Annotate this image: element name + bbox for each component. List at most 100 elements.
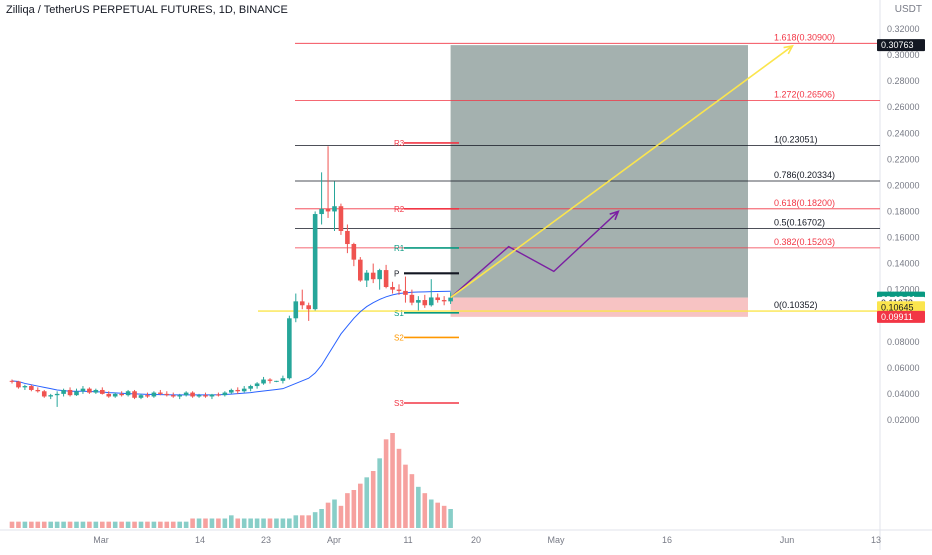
volume-bar xyxy=(16,521,21,528)
candle-body xyxy=(138,395,144,398)
candle xyxy=(345,224,350,254)
candle-body xyxy=(112,393,118,397)
candle xyxy=(248,384,253,392)
candle-body xyxy=(345,230,350,245)
volume-bar xyxy=(74,521,79,528)
volume-bar xyxy=(403,464,408,528)
fib-label: 1.618(0.30900) xyxy=(774,32,835,42)
candle xyxy=(190,391,195,398)
candle xyxy=(216,392,221,397)
volume-bar xyxy=(441,505,447,528)
price-tick-label: 0.24000 xyxy=(887,128,920,138)
candle xyxy=(235,387,241,394)
pivot-label: S2 xyxy=(394,333,404,342)
candle xyxy=(29,384,34,392)
volume-bar xyxy=(280,518,286,528)
time-tick-label: Mar xyxy=(93,535,109,545)
volume-bar xyxy=(435,502,440,528)
candle-body xyxy=(261,379,266,384)
candle xyxy=(261,376,266,385)
candle-body xyxy=(41,391,47,397)
volume-bar xyxy=(241,518,247,528)
volume-bar xyxy=(383,439,389,528)
volume-series xyxy=(9,433,453,528)
time-tick-label: May xyxy=(547,535,565,545)
candle-body xyxy=(119,393,124,396)
time-tick-label: 16 xyxy=(662,535,672,545)
fib-label: 0.786(0.20334) xyxy=(774,170,835,180)
candle-body xyxy=(29,386,34,390)
candle xyxy=(312,211,318,311)
volume-bar xyxy=(409,474,415,528)
volume-bar xyxy=(164,521,170,528)
price-tag-bg xyxy=(877,39,925,52)
candle-body xyxy=(416,300,421,303)
price-tag-bg xyxy=(877,301,925,314)
candle xyxy=(416,296,421,311)
volume-bar xyxy=(448,509,453,528)
candle xyxy=(325,146,331,218)
volume-bar xyxy=(22,521,28,528)
loss-zone xyxy=(450,297,748,317)
pivot-label: P xyxy=(394,269,399,278)
volume-bar xyxy=(312,512,318,528)
candle-body xyxy=(216,394,221,396)
candle-body xyxy=(93,389,99,393)
price-tick-label: 0.04000 xyxy=(887,389,920,399)
candle-body xyxy=(222,392,228,396)
candle-body xyxy=(293,301,299,319)
candle-body xyxy=(209,394,215,397)
candle-body xyxy=(422,300,428,306)
candle-body xyxy=(403,290,408,295)
fib-label: 0.382(0.15203) xyxy=(774,237,835,247)
volume-bar xyxy=(428,499,434,528)
candle-body xyxy=(377,270,382,280)
volume-bar xyxy=(229,515,234,528)
forecast-arrowhead xyxy=(609,210,620,221)
price-tick-label: 0.12000 xyxy=(887,285,920,295)
candle xyxy=(100,387,105,395)
volume-bar xyxy=(196,518,202,528)
fib-label: 1.272(0.26506) xyxy=(774,90,835,100)
candle xyxy=(403,276,408,303)
candle-body xyxy=(287,318,292,379)
candle xyxy=(138,393,144,400)
fib-label: 0.618(0.18200) xyxy=(774,198,835,208)
candle-body xyxy=(370,272,376,280)
candle-body xyxy=(164,393,170,396)
pivot-label: R1 xyxy=(394,244,405,253)
volume-bar xyxy=(54,521,60,528)
candle-body xyxy=(409,294,415,303)
volume-bar xyxy=(119,521,124,528)
pivot-label: S3 xyxy=(394,399,404,408)
volume-bar xyxy=(80,521,86,528)
candlestick-series xyxy=(9,146,453,407)
candle-body xyxy=(190,392,195,397)
candle xyxy=(158,389,163,396)
candle-body xyxy=(441,300,447,302)
volume-bar xyxy=(274,518,279,528)
candle xyxy=(112,392,118,398)
volume-bar xyxy=(177,521,182,528)
candle xyxy=(377,268,382,290)
candle xyxy=(125,389,131,397)
candle xyxy=(9,379,15,384)
candle xyxy=(383,264,389,289)
time-tick-label: 20 xyxy=(471,535,481,545)
forecast-path xyxy=(450,210,619,299)
candle-body xyxy=(338,206,344,231)
candle-body xyxy=(229,389,234,393)
candle-body xyxy=(390,287,395,290)
time-tick-label: Apr xyxy=(327,535,341,545)
target-arrowhead xyxy=(783,44,794,55)
candle-body xyxy=(332,206,337,212)
volume-bar xyxy=(338,505,344,528)
candle-body xyxy=(254,383,260,387)
candle xyxy=(448,292,453,304)
candle xyxy=(299,289,305,310)
candle-body xyxy=(74,391,79,396)
pivot-label: R2 xyxy=(394,205,405,214)
candle xyxy=(74,388,79,396)
price-tag-label: 0.09911 xyxy=(881,312,913,322)
